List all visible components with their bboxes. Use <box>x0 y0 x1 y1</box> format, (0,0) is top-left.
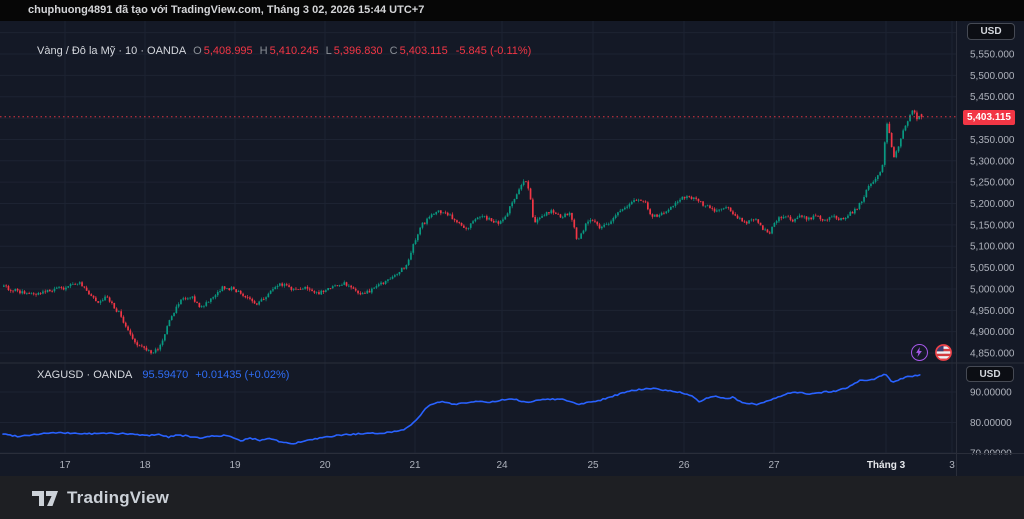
price-axis-label: 5,550.000 <box>970 50 1015 61</box>
chart-widget: 5,550.000 5,500.000 5,450.000 5,350.000 5,30… <box>0 21 1024 476</box>
chart-canvas[interactable]: 5,550.000 5,500.000 5,450.000 5,350.000 5,30… <box>0 21 1024 476</box>
ohlc-value: 5,403.115 <box>399 45 448 57</box>
price-axis-label: 5,100.000 <box>970 242 1015 253</box>
ohlc-value: 5,408.995 <box>203 45 253 57</box>
price-axis-label: 4,900.000 <box>970 327 1015 338</box>
lower-change: +0.01435 (+0.02%) <box>195 369 290 381</box>
price-axis[interactable]: 5,550.000 5,500.000 5,450.000 5,350.000 5,30… <box>970 50 1015 460</box>
time-axis-label: 18 <box>139 460 151 471</box>
floating-icons <box>911 344 952 361</box>
price-axis-label: 5,350.000 <box>970 135 1015 146</box>
time-axis-label: 25 <box>587 460 599 471</box>
ohlc-value: 5,410.245 <box>269 45 319 57</box>
time-axis-label: 17 <box>59 460 71 471</box>
us-flag-icon[interactable] <box>935 344 952 361</box>
grid-lines <box>0 21 956 454</box>
time-axis-label: 24 <box>496 460 508 471</box>
ohlc-key: H <box>259 45 268 57</box>
candlestick-series <box>2 109 923 355</box>
ohlc-key: C <box>389 45 398 57</box>
lower-last-value: 95.59470 <box>142 369 189 381</box>
attribution-bar: chuphuong4891 đã tạo với TradingView.com… <box>0 0 1024 21</box>
price-axis-label: 4,850.000 <box>970 349 1015 360</box>
price-axis-label: 5,150.000 <box>970 220 1015 231</box>
price-axis-label: 5,050.000 <box>970 263 1015 274</box>
main-currency-button[interactable]: USD <box>967 23 1015 40</box>
lightning-bolt-glyph <box>916 347 922 357</box>
price-axis-label: 5,300.000 <box>970 156 1015 167</box>
us-flag-glyph <box>935 344 952 361</box>
price-axis-label: 4,950.000 <box>970 306 1015 317</box>
price-axis-label: 5,450.000 <box>970 92 1015 103</box>
tradingview-brand: TradingView <box>67 487 170 507</box>
xagusd-line <box>2 373 921 445</box>
tradingview-logo-icon[interactable] <box>30 487 58 509</box>
lower-symbol-title[interactable]: XAGUSD · OANDA <box>37 369 133 381</box>
main-change: -5.845 (-0.11%) <box>455 45 532 57</box>
main-legend: Vàng / Đô la Mỹ · 10 · OANDA O 5,408.995 H 5… <box>37 45 531 57</box>
time-axis-label: 27 <box>768 460 780 471</box>
time-axis-label: 20 <box>319 460 331 471</box>
price-axis-label: 80.00000 <box>970 418 1012 429</box>
ohlc-key: L <box>325 45 332 57</box>
footer-bar: TradingView <box>0 476 1024 519</box>
price-axis-label: 90.00000 <box>970 388 1012 399</box>
price-axis-label: 5,500.000 <box>970 71 1015 82</box>
ohlc-value: 5,396.830 <box>333 45 383 57</box>
time-axis-label: Tháng 3 <box>867 460 906 471</box>
time-axis-label: 21 <box>409 460 421 471</box>
time-axis-corner <box>956 454 1024 476</box>
boost-lightning-icon[interactable] <box>911 344 928 361</box>
lower-currency-button[interactable]: USD <box>966 366 1014 382</box>
attribution-text: chuphuong4891 đã tạo với TradingView.com… <box>28 4 425 16</box>
time-axis-label: 26 <box>678 460 690 471</box>
price-axis-label: 5,200.000 <box>970 199 1015 210</box>
ohlc-values: O 5,408.995 H 5,410.245 L 5,396.830 C 5,403.115 <box>186 45 448 57</box>
time-axis-label: 3 <box>949 460 955 471</box>
ohlc-key: O <box>193 45 202 57</box>
main-symbol-title[interactable]: Vàng / Đô la Mỹ · 10 · OANDA <box>37 45 187 57</box>
price-axis-label: 5,000.000 <box>970 285 1015 296</box>
time-axis[interactable]: 17 18 19 20 21 24 25 26 27 Tháng 3 3 <box>59 460 955 471</box>
price-axis-label: 5,250.000 <box>970 178 1015 189</box>
time-axis-label: 19 <box>229 460 241 471</box>
current-price-badge: 5,403.115 <box>963 110 1015 125</box>
lower-legend: XAGUSD · OANDA 95.59470 +0.01435 (+0.02%) <box>37 369 289 381</box>
